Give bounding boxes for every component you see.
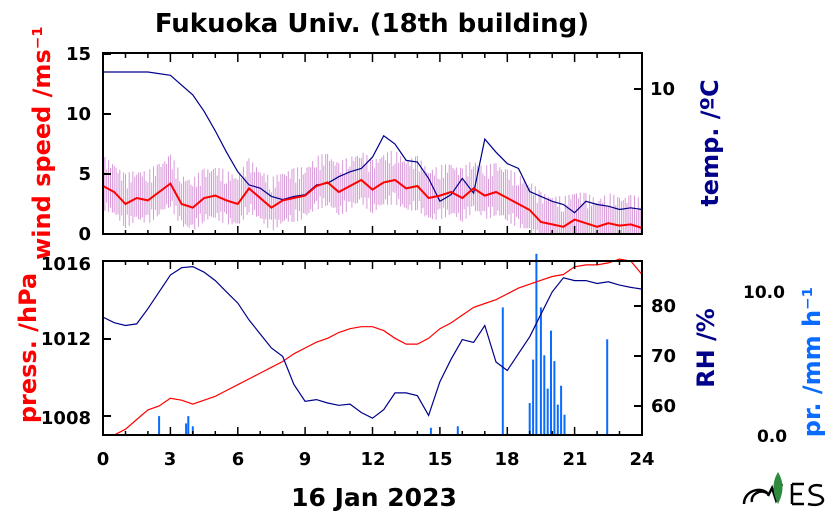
top-left-tick-15: 15: [66, 44, 91, 65]
x-axis-date-label: 16 Jan 2023: [291, 483, 457, 512]
pressure-axis-label: press. /hPa: [14, 273, 42, 423]
precip-bar: [191, 426, 194, 435]
precip-bar: [528, 403, 531, 435]
wind-speed-axis-label: wind speed /ms⁻¹: [28, 26, 56, 260]
precip-bar: [456, 426, 459, 435]
humidity-axis-label: RH /%: [692, 308, 720, 388]
top-left-tick-0: 0: [78, 224, 91, 245]
precip-bar: [158, 416, 161, 435]
top-left-tick-5: 5: [78, 164, 91, 185]
bottom-panel: 0 3 6 9 12 15 18 21 24 1016 1012 1008 80…: [14, 253, 826, 470]
top-right-tick-10: 10: [650, 79, 675, 100]
top-panel: 15 10 5 0 10 wind speed /ms⁻¹ temp. /ºC: [28, 26, 724, 260]
precip-bar: [560, 385, 563, 435]
precip-bar: [546, 388, 549, 435]
precip-bar: [185, 423, 188, 435]
rh-tick-60: 60: [651, 396, 676, 417]
x-tick-labels: 0 3 6 9 12 15 18 21 24: [97, 449, 655, 470]
precipitation-bars: [158, 253, 609, 436]
precip-bar: [187, 416, 190, 435]
precip-bar: [606, 339, 609, 435]
x-tick-15: 15: [427, 449, 452, 470]
x-tick-12: 12: [360, 449, 385, 470]
precip-bar: [556, 404, 559, 435]
x-tick-24: 24: [629, 449, 654, 470]
x-tick-18: 18: [494, 449, 519, 470]
top-left-tick-10: 10: [66, 104, 91, 125]
precip-bar: [553, 361, 556, 435]
x-tick-21: 21: [562, 449, 587, 470]
precip-bar: [429, 427, 432, 436]
precip-bar: [563, 414, 566, 435]
temperature-series: [103, 71, 643, 214]
precip-bar: [543, 355, 546, 436]
rh-tick-80: 80: [651, 296, 676, 317]
precip-bar: [501, 307, 504, 435]
press-tick-1012: 1012: [41, 329, 91, 350]
precip-bar: [535, 253, 538, 436]
pressure-series: [103, 258, 643, 436]
rh-tick-70: 70: [651, 346, 676, 367]
wind-raw-series: [102, 150, 641, 234]
chart-title: Fukuoka Univ. (18th building): [155, 9, 589, 39]
bottom-x-ticks: [102, 261, 643, 435]
precip-bar: [532, 359, 535, 435]
top-x-ticks: [102, 54, 643, 234]
wind-speed-series: [102, 178, 643, 229]
press-tick-1008: 1008: [41, 408, 91, 429]
temperature-axis-label: temp. /ºC: [696, 79, 724, 206]
x-tick-6: 6: [232, 449, 245, 470]
precipitation-axis-label: pr. /mm h⁻¹: [798, 287, 826, 437]
precip-bar: [539, 307, 542, 435]
precip-tick-10: 10.0: [743, 283, 785, 303]
precip-tick-0: 0.0: [757, 427, 787, 447]
precip-bar: [550, 330, 552, 435]
x-tick-0: 0: [97, 449, 110, 470]
press-tick-1016: 1016: [41, 254, 91, 275]
lab-logo: [742, 472, 825, 507]
x-tick-9: 9: [299, 449, 312, 470]
humidity-series: [102, 265, 643, 419]
x-tick-3: 3: [164, 449, 177, 470]
